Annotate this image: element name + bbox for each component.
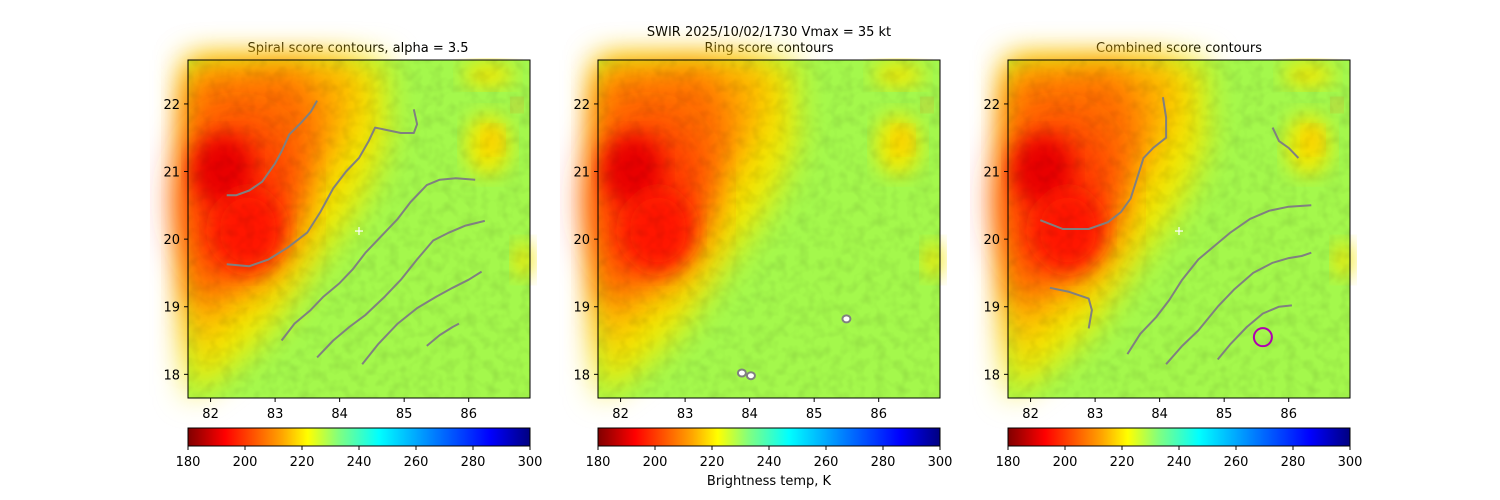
colorbar-tick-label: 280 — [1281, 455, 1306, 470]
ring-contour — [745, 371, 756, 381]
x-tick-label: 84 — [1151, 407, 1168, 422]
colorbar-tick-label: 240 — [757, 455, 782, 470]
y-tick-label: 20 — [983, 233, 1000, 248]
colorbar: 180 200 220 240 260 280 300 — [586, 427, 953, 470]
ring-score-panel: Ring score contours 82 83 84 85 86 18 19 20 21 2… — [573, 41, 952, 489]
x-tick-label: 85 — [396, 407, 413, 422]
panel-title: Spiral score contours, alpha = 3.5 — [247, 41, 468, 56]
x-tick-label: 82 — [612, 407, 629, 422]
colorbar-tick-label: 220 — [1110, 455, 1135, 470]
axes-frame — [597, 59, 941, 399]
colorbar: 180 200 220 240 260 280 300 — [996, 427, 1363, 470]
score-contour — [1049, 286, 1093, 329]
y-tick-label: 20 — [163, 233, 180, 248]
x-tick-label: 83 — [677, 407, 694, 422]
score-contour — [1271, 127, 1300, 159]
score-contour — [226, 100, 318, 197]
spiral-score-panel: Spiral score contours, alpha = 3.5 82 83 8… — [163, 41, 542, 470]
colorbar-tick-label: 260 — [814, 455, 839, 470]
brightness-temp-image — [183, 60, 533, 398]
colorbar-tick-label: 280 — [871, 455, 896, 470]
colorbar-tick-label: 280 — [461, 455, 486, 470]
score-contour — [1165, 251, 1312, 365]
x-tick-label: 84 — [331, 407, 348, 422]
x-tick-label: 86 — [1280, 407, 1297, 422]
panel-title: Combined score contours — [1096, 41, 1262, 56]
colorbar-gradient — [597, 427, 941, 447]
y-tick-label: 18 — [573, 368, 590, 383]
plot-area — [183, 59, 533, 399]
score-contour — [1126, 204, 1312, 355]
x-tick-label: 85 — [1216, 407, 1233, 422]
colorbar-tick-label: 240 — [347, 455, 372, 470]
center-marker — [355, 227, 363, 236]
center-marker — [1175, 227, 1183, 236]
figure-suptitle: SWIR 2025/10/02/1730 Vmax = 35 kt — [647, 25, 891, 40]
colorbar-tick-label: 260 — [1224, 455, 1249, 470]
x-tick-label: 82 — [1022, 407, 1039, 422]
score-contour — [316, 219, 486, 359]
y-tick-label: 20 — [573, 233, 590, 248]
colorbar-tick-label: 300 — [518, 455, 543, 470]
score-contour — [280, 177, 476, 342]
axes-frame — [187, 59, 531, 399]
colorbar-tick-label: 200 — [643, 455, 668, 470]
colorbar-tick-label: 180 — [996, 455, 1021, 470]
brightness-temp-image — [1003, 60, 1353, 398]
colorbar-tick-label: 220 — [700, 455, 725, 470]
y-tick-label: 19 — [163, 301, 180, 316]
colorbar-tick-label: 220 — [290, 455, 315, 470]
colorbar-gradient — [187, 427, 531, 447]
score-contour — [361, 270, 483, 365]
axes-frame — [1007, 59, 1351, 399]
colorbar-tick-label: 240 — [1167, 455, 1192, 470]
x-tick-label: 83 — [1087, 407, 1104, 422]
panel-title: Ring score contours — [704, 41, 833, 56]
plot-area — [1003, 59, 1353, 399]
y-tick-label: 18 — [163, 368, 180, 383]
colorbar-tick-label: 180 — [176, 455, 201, 470]
colorbar-tick-label: 300 — [928, 455, 953, 470]
y-tick-label: 22 — [163, 98, 180, 113]
ring-contour — [736, 368, 747, 378]
y-tick-label: 21 — [983, 166, 1000, 181]
colorbar-tick-label: 200 — [233, 455, 258, 470]
y-tick-label: 18 — [983, 368, 1000, 383]
y-tick-label: 21 — [573, 166, 590, 181]
colorbar-label: Brightness temp, K — [707, 474, 832, 489]
x-tick-label: 86 — [870, 407, 887, 422]
colorbar-tick-label: 180 — [586, 455, 611, 470]
colorbar-tick-label: 260 — [404, 455, 429, 470]
x-tick-label: 86 — [460, 407, 477, 422]
combined-score-panel: Combined score contours 82 83 84 85 86 18 19 2… — [983, 41, 1362, 470]
plot-area — [593, 59, 943, 399]
y-tick-label: 19 — [983, 301, 1000, 316]
score-contour — [1039, 97, 1168, 230]
colorbar-tick-label: 300 — [1338, 455, 1363, 470]
score-contour — [226, 109, 419, 268]
y-tick-label: 19 — [573, 301, 590, 316]
y-tick-label: 21 — [163, 166, 180, 181]
ring-contour — [841, 314, 852, 324]
x-tick-label: 85 — [806, 407, 823, 422]
score-contour — [1216, 304, 1293, 361]
brightness-temp-image — [593, 60, 943, 398]
colorbar: 180 200 220 240 260 280 300 — [176, 427, 543, 470]
score-contour — [426, 322, 460, 347]
best-center-circle — [1252, 327, 1273, 348]
y-tick-label: 22 — [983, 98, 1000, 113]
x-tick-label: 83 — [267, 407, 284, 422]
x-tick-label: 84 — [741, 407, 758, 422]
colorbar-gradient — [1007, 427, 1351, 447]
y-tick-label: 22 — [573, 98, 590, 113]
colorbar-tick-label: 200 — [1053, 455, 1078, 470]
x-tick-label: 82 — [202, 407, 219, 422]
